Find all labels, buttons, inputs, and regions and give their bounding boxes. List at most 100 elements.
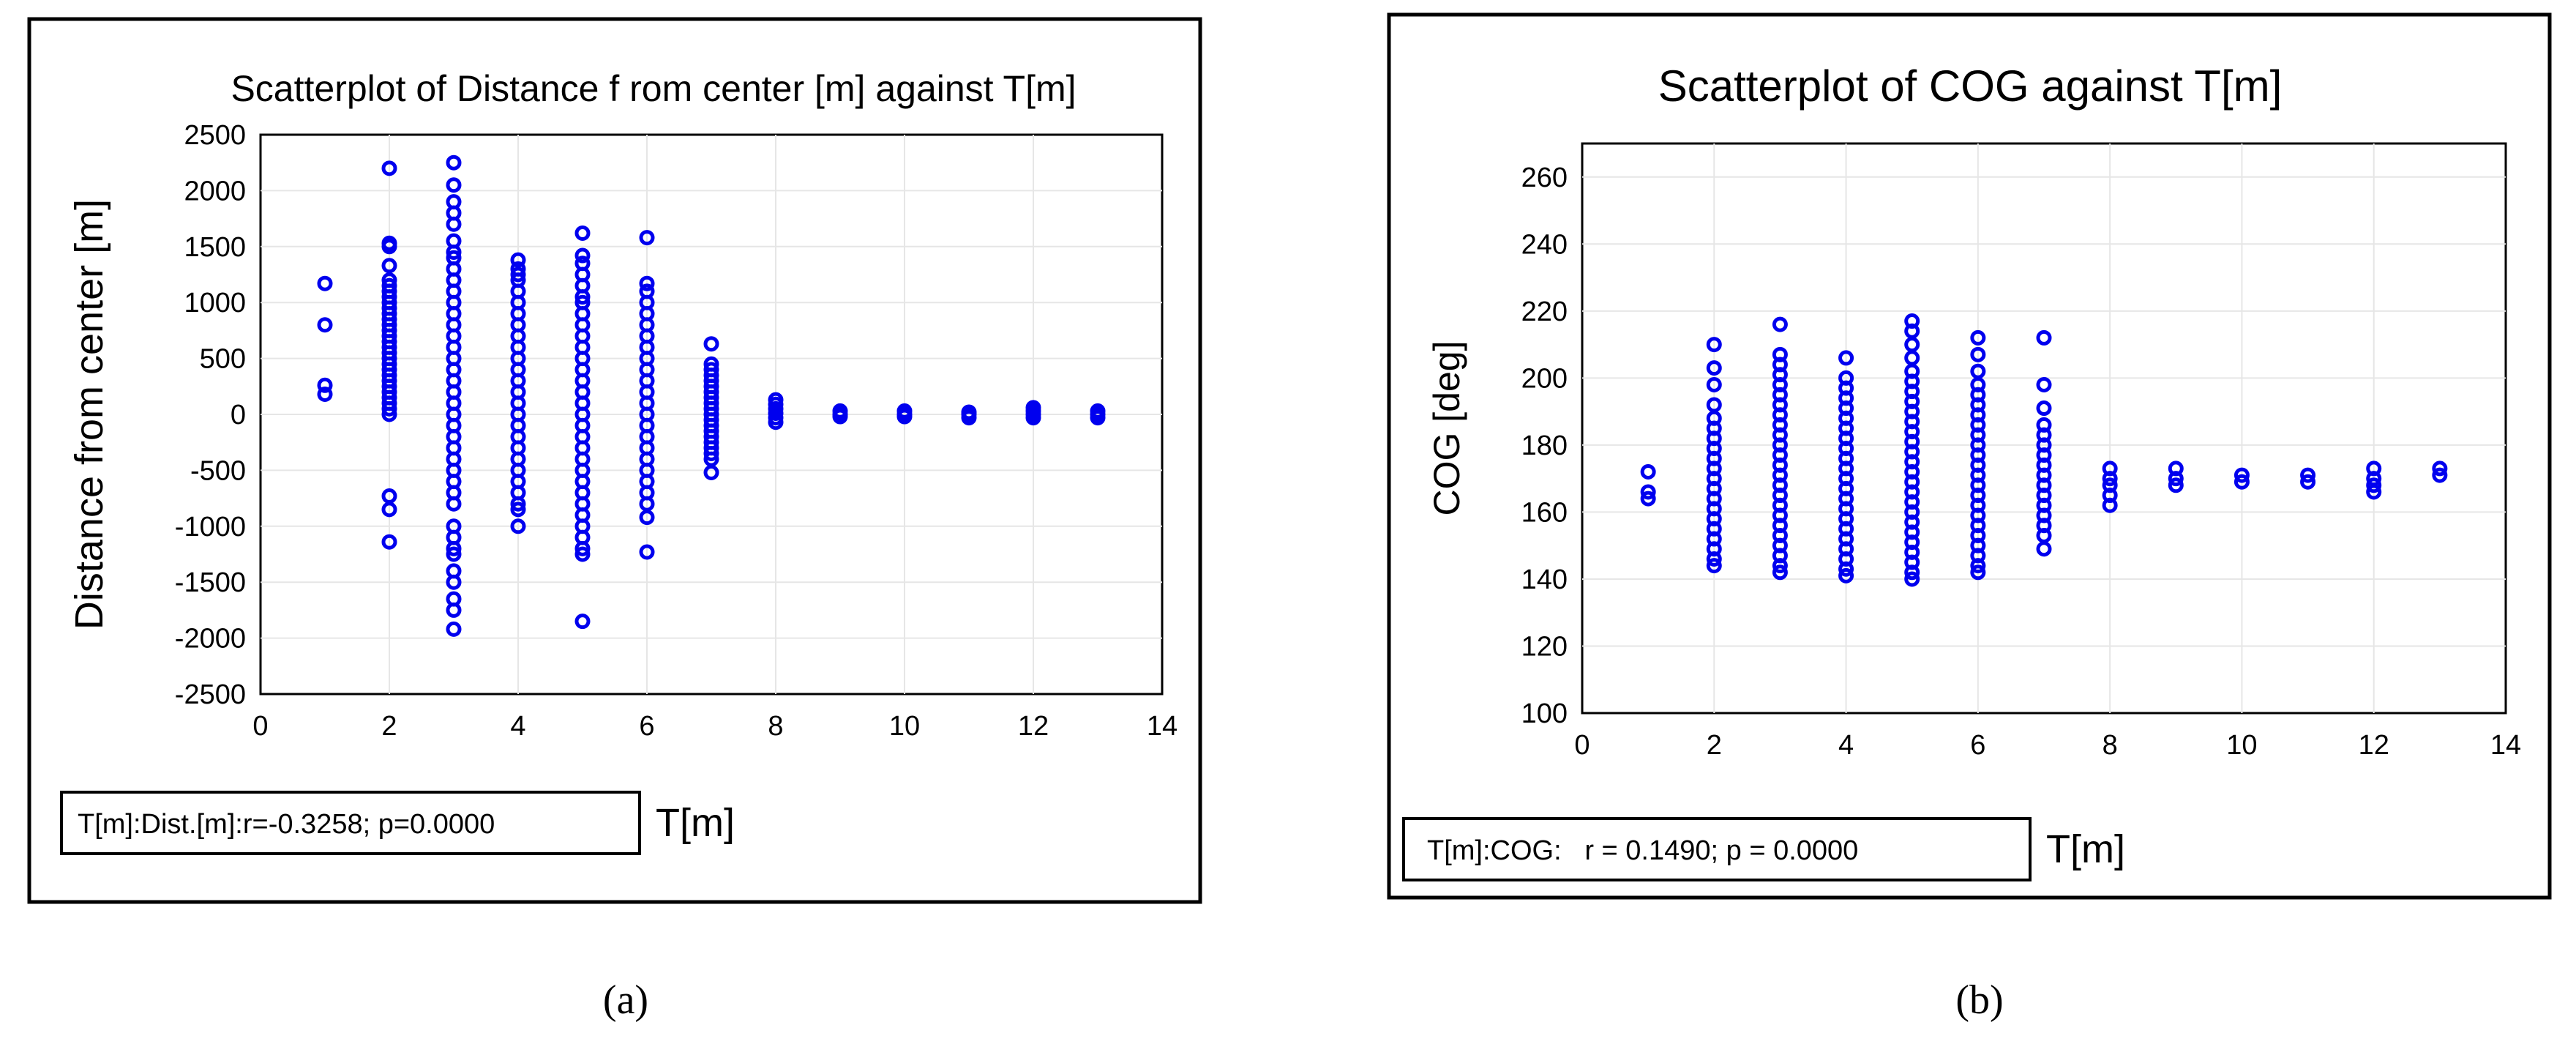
panel-b-title: Scatterplot of COG against T[m] [1658, 61, 2283, 111]
panel-a-data-point [381, 258, 397, 274]
panel-a-data-point [446, 216, 462, 232]
panel-b-y-tick-label: 180 [1521, 430, 1568, 461]
panel-a-y-tick-label: -2500 [175, 679, 246, 710]
panel-a-data-point [1025, 410, 1041, 426]
panel-a-data-point [381, 239, 397, 255]
panel-b-x-tick-label: 4 [1838, 730, 1854, 761]
panel-b-data-point [2036, 329, 2052, 346]
panel-b-data-point [1706, 337, 1722, 353]
panel-a-data-point [446, 574, 462, 590]
panel-a-y-tick-label: 2500 [184, 120, 246, 151]
panel-a-data-point [446, 546, 462, 562]
panel-a-caption: (a) [603, 977, 648, 1023]
panel-b-data-point [2168, 471, 2184, 487]
panel-b-data-point [2300, 474, 2316, 490]
panel-a-data-point [510, 266, 526, 283]
panel-a-y-tick-label: 0 [231, 400, 246, 430]
panel-a-data-point [381, 502, 397, 518]
panel-b-data-point [2102, 471, 2118, 487]
panel-a-y-tick-label: 1500 [184, 232, 246, 263]
panel-b-data-point [1904, 564, 1920, 581]
panel-a-x-tick-label: 4 [510, 711, 525, 742]
panel-b-data-point [1970, 558, 1986, 574]
panel-a-data-point [639, 510, 655, 526]
panel-a-y-tick-label: 2000 [184, 176, 246, 206]
panel-a-data-point [446, 244, 462, 260]
panel-b-x-tick-label: 8 [2103, 730, 2118, 761]
panel-a-y-tick-label: -500 [190, 455, 246, 486]
panel-a-data-point [446, 602, 462, 618]
panel-a-data-point [768, 414, 784, 430]
panel-b-data-point [1706, 551, 1722, 567]
panel-a-y-tick-label: 1000 [184, 288, 246, 318]
panel-b-y-tick-label: 240 [1521, 229, 1568, 260]
panel-b-data-point [2036, 377, 2052, 393]
panel-a-data-point [896, 409, 913, 425]
panel-b-y-tick-label: 160 [1521, 497, 1568, 528]
panel-b-data-point [2366, 484, 2382, 500]
panel-b-stat-text: T[m]:COG: r = 0.1490; p = 0.0000 [1427, 835, 1858, 866]
panel-a-data-point [446, 177, 462, 193]
panel-b-x-ticks: 0 2 4 6 8 10 12 14 [1574, 730, 2521, 761]
panel-b-data-point [2036, 541, 2052, 557]
panel-a-data-point [574, 225, 591, 241]
panel-a-data-point [381, 160, 397, 176]
panel-a-data-point [381, 406, 397, 422]
panel-b-y-tick-label: 120 [1521, 631, 1568, 662]
panel-a-y-tick-label: -2000 [175, 624, 246, 655]
panel-a-data-point [317, 377, 333, 393]
panel-a-data-point [639, 230, 655, 246]
panel-a-y-label: Distance from center [m] [67, 199, 111, 630]
panel-a-data-point [510, 518, 526, 534]
panel-a-data-point [446, 621, 462, 637]
panel-b-data-point [2102, 497, 2118, 513]
panel-b-data-point [2432, 461, 2448, 477]
panel-a-data-point [574, 247, 591, 264]
panel-b-data-point [1904, 571, 1920, 587]
panel-a-data-point [510, 502, 526, 518]
panel-a-x-label: T[m] [656, 801, 735, 845]
panel-b-y-ticks: 260 240 220 200 180 160 140 120 100 [1521, 163, 1568, 729]
panel-a-data-point [446, 154, 462, 171]
panel-a-data-point [639, 544, 655, 560]
panel-a-data-point [381, 400, 397, 417]
panel-b-y-tick-label: 140 [1521, 564, 1568, 595]
panel-a-data-point [317, 317, 333, 333]
panel-a-points [317, 154, 1106, 637]
panel-b-data-point [1640, 491, 1656, 507]
panel-b-y-tick-label: 200 [1521, 363, 1568, 394]
panel-b-data-point [1772, 316, 1788, 332]
panel-b-caption: (b) [1955, 977, 2003, 1023]
panel-a-data-point [510, 252, 526, 268]
panel-a-x-tick-label: 14 [1147, 711, 1177, 742]
panel-b-data-point [1838, 350, 1854, 366]
panel-b-x-tick-label: 6 [1970, 730, 1985, 761]
panel-b-data-point [2432, 467, 2448, 483]
panel-a-data-point [639, 275, 655, 291]
panel-a-data-point [446, 540, 462, 556]
panel-a-data-point [961, 410, 977, 426]
panel-a-x-tick-label: 10 [889, 711, 920, 742]
panel-b-points [1640, 313, 2448, 587]
panel-b-data-point [1772, 564, 1788, 581]
panel-b-x-tick-label: 14 [2490, 730, 2521, 761]
panel-a-data-point [703, 336, 719, 352]
panel-b-data-point [2366, 477, 2382, 493]
panel-b-data-point [1838, 561, 1854, 577]
panel-b-data-point [1706, 558, 1722, 574]
panel-b-stat-box [1402, 817, 2032, 881]
panel-b-data-point [1640, 484, 1656, 500]
panel-b-data-point [1706, 360, 1722, 376]
panel-b-data-point [2300, 467, 2316, 483]
panel-b-data-point [1970, 329, 1986, 346]
panel-b-x-tick-label: 0 [1574, 730, 1590, 761]
panel-a-data-point [317, 386, 333, 402]
panel-a-y-ticks: 2500 2000 1500 1000 500 0 -500 -1000 -1500 -2000 -… [175, 120, 246, 710]
panel-b-y-label: COG [deg] [1426, 341, 1467, 516]
panel-b-x-tick-label: 10 [2226, 730, 2257, 761]
panel-b-x-tick-label: 12 [2359, 730, 2389, 761]
panel-a-x-tick-label: 6 [639, 711, 654, 742]
panel-a-data-point [574, 289, 591, 305]
panel-b-data-point [1838, 567, 1854, 583]
panel-a-y-tick-label: -1500 [175, 567, 246, 598]
